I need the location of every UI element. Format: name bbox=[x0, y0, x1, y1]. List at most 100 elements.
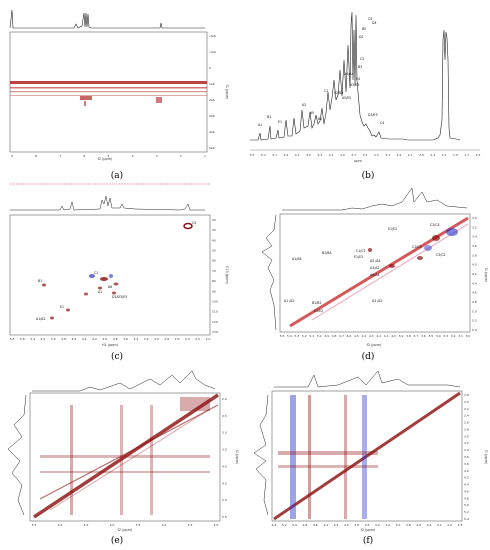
panel-e: 5.5 5.0 4.5 4.0 3.5 3.0 2.5 2.0 2.0 2.5 3.0 3.5 4.0… bbox=[0, 365, 242, 533]
panel_b-x-tick: 5.1 bbox=[272, 153, 277, 157]
panel_b-x-tick: 4.5 bbox=[306, 153, 311, 157]
panel_d-x-tick: 3.7 bbox=[414, 334, 419, 338]
panel-d-frame bbox=[279, 213, 471, 333]
panel_d-y-tick: 4.4 bbox=[472, 281, 477, 285]
panel_c-y-tick: 60 bbox=[212, 259, 216, 263]
panel-c-label-a6: A6 bbox=[108, 285, 112, 289]
panel-f-side-trace bbox=[253, 394, 269, 516]
panel_d-y-tick: 3.6 bbox=[472, 244, 477, 248]
panel-c-y-label: C13 (ppm) bbox=[225, 266, 229, 285]
panel_c-x-tick: 3.0 bbox=[154, 337, 159, 341]
panel-d-label-6: A5 /A4 bbox=[370, 259, 381, 263]
caption-e: (e) bbox=[110, 536, 124, 546]
panel_c-y-tick: 70 bbox=[212, 269, 216, 273]
panel_a-y-tick: 4e6 bbox=[209, 130, 215, 134]
panel-d-label-11: A1 /A2 bbox=[284, 299, 295, 303]
panel_a-x-tick: 8 bbox=[35, 154, 37, 158]
panel_b-x-tick: 5.5 bbox=[250, 153, 255, 157]
panel_d-y-tick: 3.0 bbox=[472, 216, 477, 220]
panel_b-x-tick: 3.5 bbox=[363, 153, 368, 157]
panel-d-y-label: f1 (ppm) bbox=[484, 268, 488, 283]
panel_f-y-tick: 2.6 bbox=[464, 421, 469, 425]
panel_e-x-tick: 3.5 bbox=[136, 523, 141, 527]
panel_f-y-tick: 4.0 bbox=[464, 469, 469, 473]
panel-d-label-14: E1/E2 bbox=[314, 309, 323, 313]
panel_b-x-tick: 3.3 bbox=[374, 153, 379, 157]
panel_d-y-tick: 4.6 bbox=[472, 291, 477, 295]
caption-b: (b) bbox=[361, 171, 375, 181]
panel_c-y-tick: 110 bbox=[212, 310, 218, 314]
panel-d-plot: E1/E2 C2/C4 A1/A6 B1/B4 C1/C2 E1/E2 A5 /… bbox=[261, 187, 488, 347]
panel_f-x-tick: 5.2 bbox=[282, 523, 287, 527]
peak-label-c4: C4 bbox=[380, 121, 384, 125]
panel_d-x-tick: 3.4 bbox=[436, 334, 441, 338]
panel-d-label-3: B1/B4 bbox=[322, 251, 332, 255]
panel-c-frame bbox=[9, 214, 211, 336]
panel-f-plot: 5.4 5.2 5.0 4.8 4.6 4.4 4.2 4.0 3.8 3.6 3.4 3.2 3.0 2… bbox=[253, 370, 488, 532]
panel_e-x-tick: 5.0 bbox=[58, 523, 63, 527]
panel_d-x-tick: 3.8 bbox=[406, 334, 411, 338]
panel_d-x-tick: 5.3 bbox=[294, 334, 299, 338]
panel-d-label-13: A3 /A2 bbox=[372, 299, 383, 303]
panel_c-x-tick: 5.2 bbox=[41, 337, 46, 341]
panel_f-x-tick: 1.8 bbox=[458, 523, 463, 527]
panel_d-x-tick: 5.5 bbox=[280, 334, 285, 338]
panel-f-diagonal bbox=[273, 391, 461, 521]
peak-label-d3e5: D3/E5 bbox=[368, 113, 378, 117]
panel_d-x-tick: 3.1 bbox=[458, 334, 463, 338]
panel_a-x-tick: 9 bbox=[11, 154, 13, 158]
panel-b: 5.5 5.3 5.1 4.9 4.7 4.5 4.3 4.1 3.9 3.7 3.5 3.3 3.1 2… bbox=[248, 0, 490, 165]
panel-f-y-label: f1 (ppm) bbox=[484, 450, 488, 465]
panel_f-x-tick: 4.8 bbox=[303, 523, 308, 527]
panel_e-y-tick: 3.0 bbox=[222, 431, 227, 435]
panel-c-label-a1: A1 bbox=[98, 290, 102, 294]
panel-d: E1/E2 C2/C4 A1/A6 B1/B4 C1/C2 E1/E2 A5 /… bbox=[252, 180, 490, 348]
panel_f-x-tick: 2.2 bbox=[437, 523, 442, 527]
panel_a-y-tick: 5e6 bbox=[209, 146, 215, 150]
panel-c-label-d1d3e5: D1/D3/E5 bbox=[112, 295, 127, 299]
panel-c-label-c1: C1 bbox=[94, 271, 98, 275]
panel-d-label-5: E1/E2 bbox=[354, 255, 363, 259]
panel_c-x-tick: 4.2 bbox=[92, 337, 97, 341]
panel_b-x-tick: 2.5 bbox=[419, 153, 424, 157]
peak-label-a6a4: A6/A4 bbox=[344, 72, 354, 76]
panel_f-x-tick: 5.4 bbox=[272, 523, 277, 527]
panel_f-y-tick: 4.2 bbox=[464, 476, 469, 480]
panel_c-x-tick: 2.8 bbox=[164, 337, 169, 341]
panel_d-y-tick: 4.2 bbox=[472, 272, 477, 276]
panel-d-side-trace bbox=[261, 214, 277, 331]
panel_d-y-tick: 3.4 bbox=[472, 235, 477, 239]
panel-d-label-1: C2/C4 bbox=[430, 223, 440, 227]
panel_d-x-tick: 5.0 bbox=[317, 334, 322, 338]
panel_a-x-tick: 4 bbox=[132, 154, 134, 158]
panel_d-x-tick: 4.0 bbox=[391, 334, 396, 338]
panel_f-x-tick: 2.0 bbox=[447, 523, 452, 527]
panel_c-x-tick: 3.6 bbox=[123, 337, 128, 341]
caption-d: (d) bbox=[361, 352, 375, 362]
panel_f-y-tick: 3.4 bbox=[464, 448, 469, 452]
panel_d-x-tick: 4.7 bbox=[339, 334, 344, 338]
panel-d-label-2: A1/A6 bbox=[292, 257, 302, 261]
peak-label-a2: A2 bbox=[302, 103, 306, 107]
panel_f-x-tick: 3.4 bbox=[375, 523, 380, 527]
peak-label-c1: C1 bbox=[324, 89, 328, 93]
panel_d-y-tick: 4.0 bbox=[472, 263, 477, 267]
panel_d-x-tick: 3.0 bbox=[466, 334, 471, 338]
panel_c-y-tick: 30 bbox=[212, 228, 216, 232]
panel_a-x-tick: 3 bbox=[156, 154, 158, 158]
panel_f-y-tick: 2.0 bbox=[464, 400, 469, 404]
panel_b-x-tick: 2.1 bbox=[442, 153, 447, 157]
panel_f-y-tick: 5.2 bbox=[464, 510, 469, 514]
panel_c-x-tick: 4.6 bbox=[72, 337, 77, 341]
peak-label-b1: B1 bbox=[267, 115, 271, 119]
panel_b-x-tick: 1.5 bbox=[476, 153, 481, 157]
panel_c-x-tick: 4.4 bbox=[82, 337, 87, 341]
panel_f-y-tick: 4.6 bbox=[464, 489, 469, 493]
panel_d-x-tick: 5.1 bbox=[309, 334, 314, 338]
panel_e-x-tick: 5.5 bbox=[32, 523, 37, 527]
panel-a-plot: 9 8 7 6 5 4 3 2 1 f2 (ppm) -2e6 -1e6 0 1e6 2e6 3e6 4e6… bbox=[9, 9, 229, 161]
panel_c-x-tick: 3.8 bbox=[113, 337, 118, 341]
panel-c-plot: C1 A1 B1 E1 A6 D1/D3/E5 A1/A2 C5 5.8 5.6 5… bbox=[9, 183, 229, 347]
peak-label-c5: C5 bbox=[368, 17, 372, 21]
panel_a-x-tick: 5 bbox=[108, 154, 110, 158]
